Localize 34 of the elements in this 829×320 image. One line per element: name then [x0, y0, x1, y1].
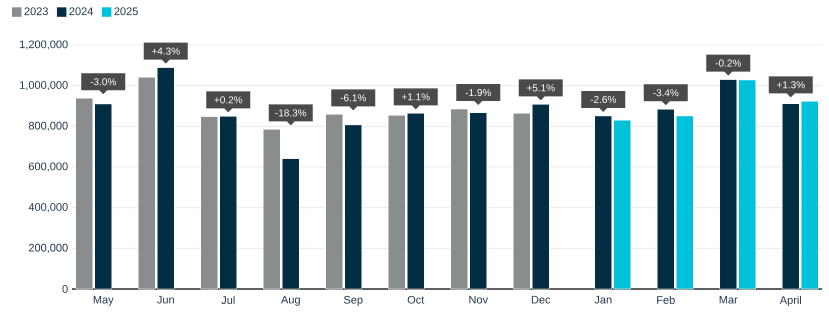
x-tick-label: Mar [720, 296, 738, 304]
x-tick-label: Jun [157, 296, 174, 304]
annotation: +4.3% [152, 48, 180, 55]
annotation: -3.0% [90, 78, 116, 86]
y-tick-label: 200,000 [28, 244, 68, 253]
x-tick-label: Aug [280, 296, 300, 306]
annotation: -18.3% [275, 109, 306, 116]
y-tick-label: 1,000,000 [20, 81, 68, 90]
annotation: +1.3% [776, 81, 805, 88]
y-tick-label: 0 [62, 285, 68, 293]
annotation: +1.1% [402, 93, 430, 100]
legend-label: 2024 [69, 7, 94, 16]
legend-label: 2023 [24, 7, 48, 16]
x-tick-label: Sep [344, 296, 363, 306]
annotation: -1.9% [466, 89, 491, 96]
annotation: -2.6% [590, 96, 616, 103]
x-tick-label: Jul [221, 296, 235, 304]
annotation: -0.2% [716, 60, 741, 67]
y-tick-label: 1,200,000 [20, 40, 68, 50]
x-tick-label: Jan [594, 296, 612, 304]
y-tick-label: 800,000 [28, 122, 68, 131]
y-tick-label: 400,000 [28, 203, 68, 212]
annotation: -3.4% [653, 89, 678, 96]
x-tick-label: Oct [408, 296, 424, 304]
x-tick-label: May [94, 296, 114, 306]
legend-label: 2025 [114, 7, 138, 16]
annotation: -6.1% [340, 94, 366, 102]
annotation: +5.1% [526, 84, 555, 92]
x-tick-label: Dec [532, 296, 550, 304]
annotation: +0.2% [214, 96, 242, 104]
y-tick-label: 600,000 [28, 162, 68, 172]
x-tick-label: April [780, 296, 802, 306]
x-tick-label: Nov [469, 296, 488, 304]
x-tick-label: Feb [657, 296, 675, 304]
